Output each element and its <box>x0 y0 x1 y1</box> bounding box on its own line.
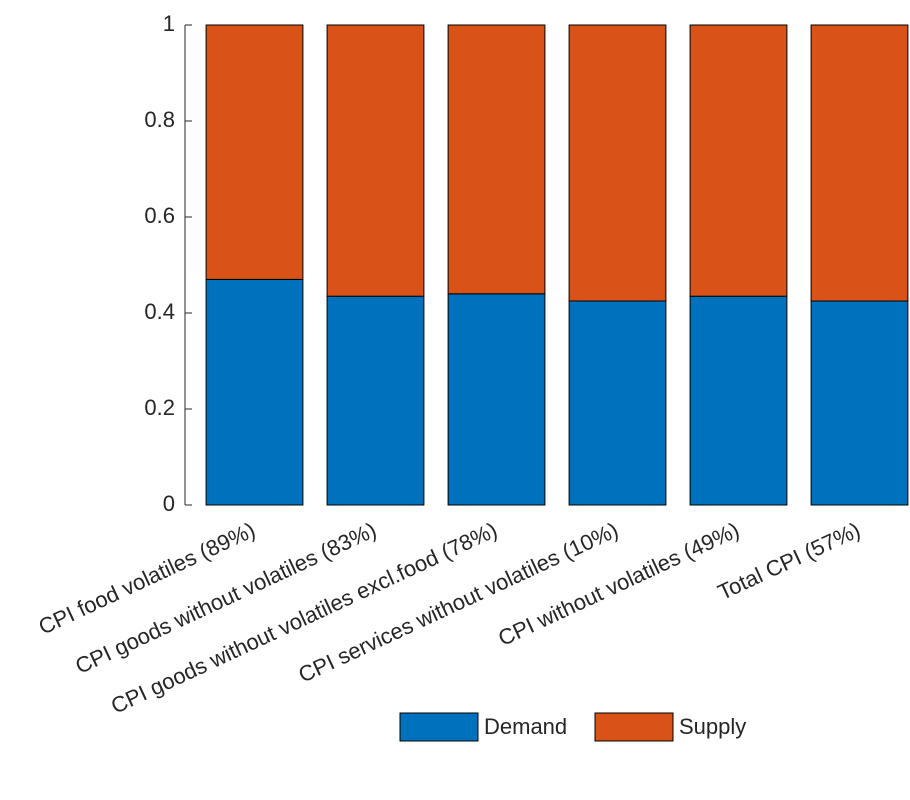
y-tick-label: 1 <box>163 11 175 36</box>
bar-segment <box>205 278 304 506</box>
y-tick-label: 0 <box>163 491 175 516</box>
bar-segment <box>326 295 425 506</box>
y-tick-label: 0.2 <box>144 395 175 420</box>
bar-segment <box>447 24 546 295</box>
bar-segment <box>810 300 909 506</box>
legend-label: Demand <box>484 714 567 739</box>
y-tick-label: 0.6 <box>144 203 175 228</box>
bar-segment <box>568 300 667 506</box>
y-tick-label: 0.4 <box>144 299 175 324</box>
bar-segment <box>689 24 788 297</box>
bar-segment <box>326 24 425 297</box>
bar-segment <box>447 293 546 506</box>
legend-swatch <box>594 712 674 742</box>
bar-segment <box>810 24 909 302</box>
bar-segment <box>689 295 788 506</box>
bar-segment <box>568 24 667 302</box>
legend-swatch <box>399 712 479 742</box>
y-tick-label: 0.8 <box>144 107 175 132</box>
legend-label: Supply <box>679 714 746 739</box>
bar-segment <box>205 24 304 280</box>
